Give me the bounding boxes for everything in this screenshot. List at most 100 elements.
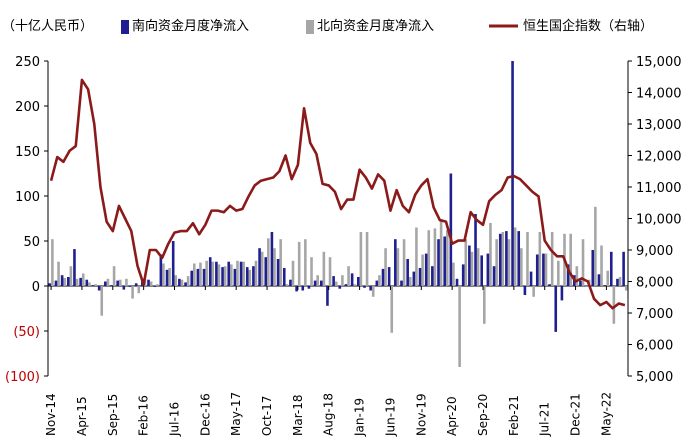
- x-tick-label: Apr-20: [445, 396, 459, 436]
- north-bar: [594, 206, 597, 286]
- north-bar: [618, 277, 622, 286]
- south-bars: [48, 61, 625, 332]
- x-tick-label: May-22: [599, 392, 613, 436]
- north-bar: [223, 266, 227, 286]
- south-bar: [276, 259, 280, 286]
- south-bar: [54, 280, 58, 286]
- north-bar: [334, 281, 338, 286]
- legend-south-label: 南向资金月度净流入: [132, 18, 249, 34]
- south-bar: [394, 239, 397, 286]
- y-left-tick-label: (100): [5, 370, 40, 385]
- south-bar: [326, 286, 329, 306]
- x-tick-label: Nov-14: [44, 393, 58, 436]
- north-bar: [427, 230, 431, 286]
- north-bar: [267, 238, 270, 286]
- north-bar: [526, 232, 529, 286]
- north-bar: [118, 279, 122, 286]
- south-bar: [270, 232, 274, 286]
- north-bar: [106, 278, 110, 286]
- north-bar: [63, 277, 67, 286]
- north-bar: [575, 266, 579, 286]
- south-bar: [159, 254, 163, 286]
- hscei-line: [49, 78, 626, 310]
- south-bar: [400, 280, 403, 286]
- north-bar: [464, 239, 468, 286]
- south-bar: [449, 173, 453, 286]
- south-bar: [585, 286, 588, 287]
- north-bar: [328, 257, 332, 286]
- north-bar: [396, 248, 400, 286]
- north-bar: [378, 275, 381, 286]
- north-bar: [402, 239, 406, 286]
- south-bar: [165, 269, 169, 286]
- north-bar: [390, 286, 394, 333]
- south-bar: [73, 249, 76, 286]
- north-bar: [581, 239, 585, 286]
- south-bar: [406, 259, 409, 286]
- north-bar: [168, 268, 171, 286]
- south-bar: [350, 273, 354, 286]
- x-tick-label: Jun-19: [383, 398, 397, 437]
- y-right-tick-label: 5,000: [636, 370, 673, 385]
- north-bar: [316, 275, 319, 286]
- south-bar: [437, 239, 440, 286]
- y-left-tick-label: 150: [15, 145, 40, 160]
- south-bar: [104, 281, 107, 286]
- south-bar: [455, 278, 459, 286]
- south-bar: [258, 248, 261, 286]
- south-bar: [128, 286, 132, 287]
- y-right-tick-label: 9,000: [636, 244, 673, 259]
- south-bar: [184, 282, 187, 286]
- north-bar: [57, 261, 60, 286]
- y-left-tick-label: 50: [23, 235, 40, 250]
- south-bar: [97, 286, 101, 291]
- south-bar: [147, 279, 150, 286]
- north-bar: [408, 277, 412, 286]
- south-bar: [116, 280, 119, 286]
- north-bar: [612, 286, 616, 324]
- north-bar: [94, 284, 97, 286]
- legend-north-label: 北向资金月度净流入: [317, 18, 434, 34]
- north-bar: [291, 260, 295, 286]
- south-bar: [190, 270, 193, 286]
- north-bar: [433, 228, 437, 286]
- north-bar: [149, 281, 153, 286]
- south-bar: [523, 286, 527, 295]
- north-bar: [538, 232, 542, 286]
- north-bar: [606, 270, 609, 286]
- south-bar: [357, 277, 360, 286]
- x-tick-label: Jan-19: [353, 398, 367, 437]
- north-bar: [470, 251, 474, 286]
- x-tick-label: Feb-16: [137, 395, 151, 436]
- south-bar: [591, 250, 595, 286]
- south-bar: [215, 261, 218, 286]
- north-bar: [155, 284, 159, 286]
- north-bars: [51, 206, 628, 367]
- legend-hscei-label: 恒生国企指数（右轴）: [523, 18, 653, 34]
- x-tick-label: Dec-21: [569, 393, 583, 436]
- north-bar: [279, 239, 282, 286]
- south-bar: [245, 267, 249, 286]
- north-bar: [88, 282, 91, 286]
- south-bar: [338, 286, 342, 289]
- south-bar: [332, 276, 335, 286]
- south-bar: [486, 253, 490, 286]
- north-bar: [273, 248, 276, 286]
- south-bar: [208, 257, 212, 286]
- y-left-tick-label: 0: [32, 280, 40, 295]
- north-bar: [513, 227, 517, 286]
- north-bar: [260, 251, 264, 286]
- north-bar: [131, 286, 134, 299]
- y-right-tick-label: 6,000: [636, 339, 673, 354]
- north-bar: [507, 239, 511, 286]
- north-bar: [341, 275, 344, 286]
- north-bar: [112, 266, 116, 286]
- x-tick-label: Sep-15: [106, 394, 120, 436]
- x-tick-label: Sep-20: [476, 394, 490, 436]
- north-bar: [217, 264, 221, 286]
- x-tick-label: Apr-15: [75, 396, 89, 436]
- south-bar: [566, 264, 570, 286]
- north-bar: [421, 254, 424, 286]
- south-bar: [369, 286, 372, 291]
- north-bar: [174, 275, 178, 286]
